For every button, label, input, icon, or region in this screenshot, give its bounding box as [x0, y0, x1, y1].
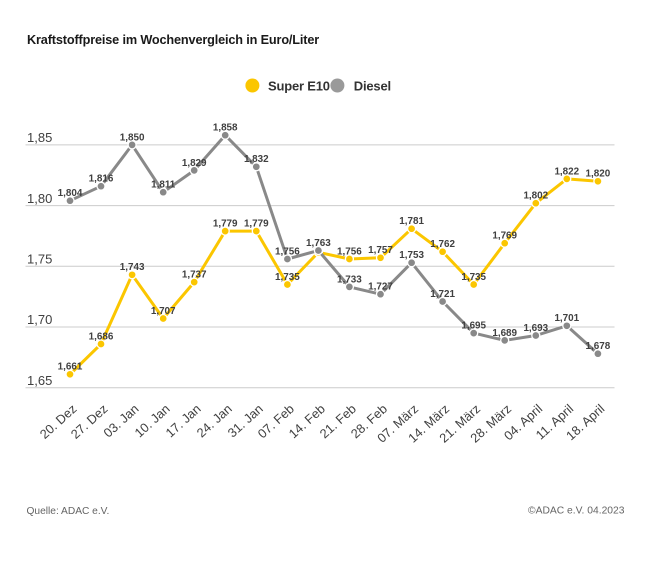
svg-text:1,743: 1,743	[120, 262, 145, 273]
svg-text:1,80: 1,80	[27, 191, 52, 206]
svg-text:1,829: 1,829	[182, 158, 207, 169]
svg-text:1,811: 1,811	[151, 180, 176, 191]
svg-text:1,858: 1,858	[213, 123, 238, 134]
svg-text:1,832: 1,832	[244, 154, 269, 165]
svg-text:1,733: 1,733	[337, 274, 362, 285]
svg-text:1,661: 1,661	[58, 362, 83, 373]
svg-text:Kraftstoffpreise im Wochenverg: Kraftstoffpreise im Wochenvergleich in E…	[27, 33, 319, 47]
svg-text:1,735: 1,735	[275, 272, 300, 283]
svg-text:1,678: 1,678	[586, 341, 611, 352]
svg-text:1,721: 1,721	[430, 289, 455, 300]
svg-text:1,769: 1,769	[492, 231, 517, 242]
svg-text:1,689: 1,689	[492, 328, 517, 339]
svg-text:Super E10: Super E10	[268, 78, 330, 93]
svg-text:1,779: 1,779	[244, 219, 269, 230]
svg-text:1,804: 1,804	[58, 188, 83, 199]
svg-text:1,75: 1,75	[27, 252, 52, 267]
svg-text:1,756: 1,756	[275, 246, 300, 257]
svg-text:1,802: 1,802	[523, 191, 548, 202]
svg-text:1,822: 1,822	[554, 166, 579, 177]
svg-text:1,762: 1,762	[430, 239, 455, 250]
svg-text:1,693: 1,693	[523, 323, 548, 334]
svg-text:1,850: 1,850	[120, 132, 145, 143]
svg-text:1,753: 1,753	[399, 250, 424, 261]
svg-text:1,707: 1,707	[151, 306, 176, 317]
svg-text:1,686: 1,686	[89, 331, 114, 342]
svg-text:1,727: 1,727	[368, 282, 393, 293]
svg-text:1,781: 1,781	[399, 216, 424, 227]
svg-text:Quelle: ADAC e.V.: Quelle: ADAC e.V.	[27, 506, 110, 517]
svg-text:1,735: 1,735	[461, 272, 486, 283]
svg-text:1,756: 1,756	[337, 246, 362, 257]
svg-text:1,779: 1,779	[213, 219, 238, 230]
svg-text:©ADAC e.V. 04.2023: ©ADAC e.V. 04.2023	[528, 506, 625, 517]
svg-text:1,65: 1,65	[27, 373, 52, 388]
svg-text:1,757: 1,757	[368, 245, 393, 256]
svg-text:1,85: 1,85	[27, 130, 52, 145]
svg-text:1,737: 1,737	[182, 270, 207, 281]
svg-text:Diesel: Diesel	[354, 78, 391, 93]
svg-text:1,70: 1,70	[27, 312, 52, 327]
svg-text:1,701: 1,701	[554, 313, 579, 324]
svg-text:1,820: 1,820	[586, 169, 611, 180]
svg-text:1,816: 1,816	[89, 174, 114, 185]
svg-text:1,695: 1,695	[461, 321, 486, 332]
svg-text:1,763: 1,763	[306, 238, 331, 249]
